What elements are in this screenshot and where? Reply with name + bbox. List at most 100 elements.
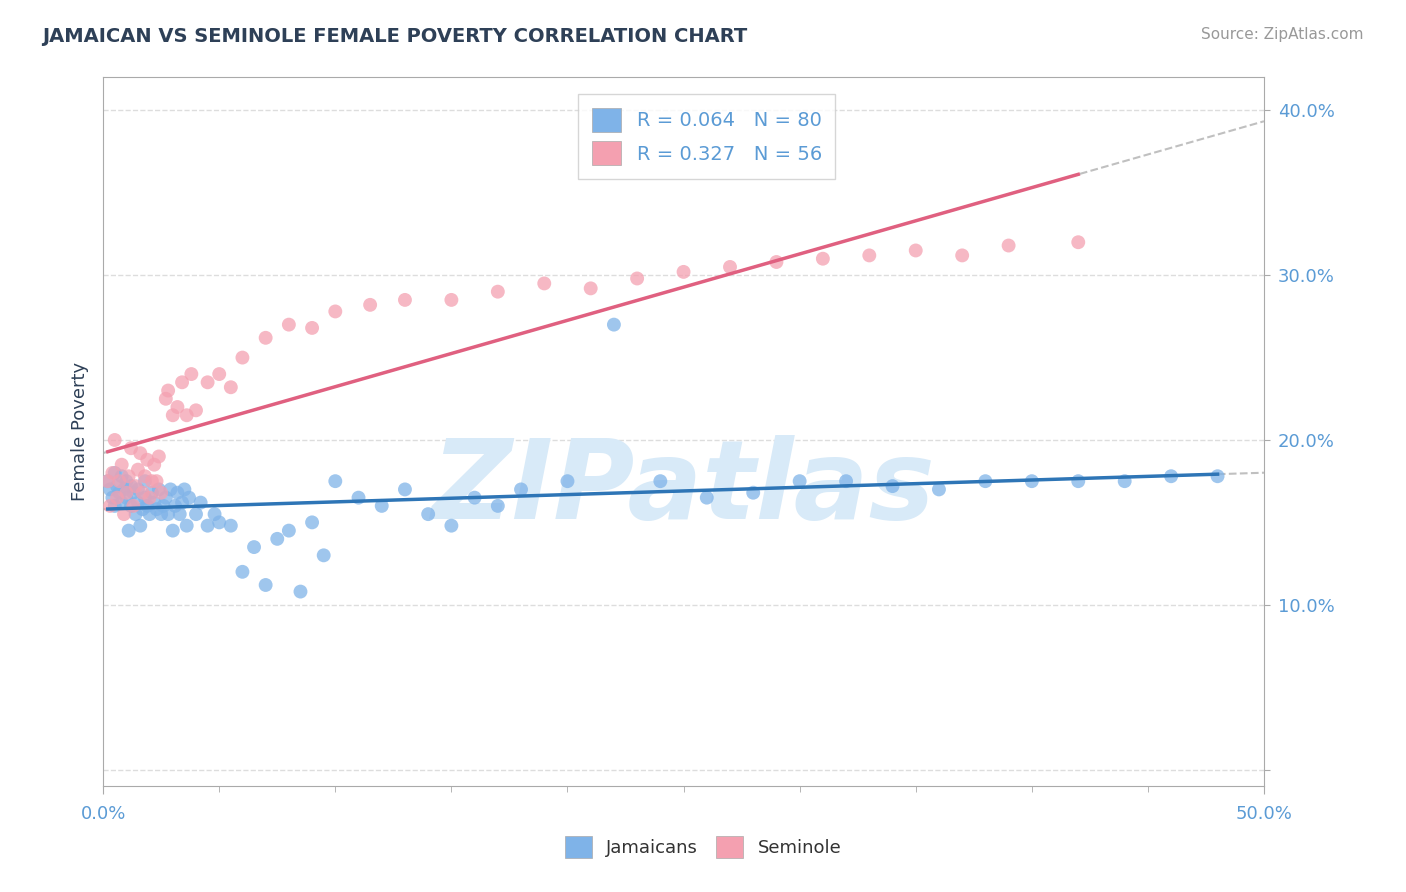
Point xyxy=(486,285,509,299)
Point xyxy=(858,248,880,262)
Point xyxy=(134,491,156,505)
Point xyxy=(1067,474,1090,488)
Point xyxy=(157,507,180,521)
Point xyxy=(150,507,173,521)
Point xyxy=(173,483,195,497)
Point xyxy=(141,474,163,488)
Point xyxy=(718,260,741,274)
Point xyxy=(1021,474,1043,488)
Y-axis label: Female Poverty: Female Poverty xyxy=(72,362,89,501)
Point xyxy=(101,466,124,480)
Point xyxy=(184,507,207,521)
Point xyxy=(166,485,188,500)
Point xyxy=(835,474,858,488)
Point xyxy=(603,318,626,332)
Point xyxy=(129,518,152,533)
Point xyxy=(219,380,242,394)
Point xyxy=(579,281,602,295)
Point xyxy=(138,491,160,505)
Point xyxy=(486,499,509,513)
Point xyxy=(120,441,142,455)
Point xyxy=(138,507,160,521)
Point xyxy=(120,499,142,513)
Point xyxy=(197,518,219,533)
Point xyxy=(145,474,167,488)
Point xyxy=(129,446,152,460)
Point xyxy=(155,392,177,406)
Point xyxy=(169,507,191,521)
Point xyxy=(301,321,323,335)
Point xyxy=(115,491,138,505)
Point xyxy=(176,409,198,423)
Point xyxy=(124,507,146,521)
Point xyxy=(997,238,1019,252)
Point xyxy=(134,469,156,483)
Point xyxy=(122,499,145,513)
Point xyxy=(180,367,202,381)
Point xyxy=(347,491,370,505)
Point xyxy=(974,474,997,488)
Text: ZIPatlas: ZIPatlas xyxy=(432,435,935,542)
Point xyxy=(418,507,440,521)
Point xyxy=(765,255,787,269)
Point xyxy=(323,304,346,318)
Point xyxy=(162,409,184,423)
Point xyxy=(141,485,163,500)
Point xyxy=(696,491,718,505)
Point xyxy=(98,483,121,497)
Point xyxy=(904,244,927,258)
Point xyxy=(148,483,170,497)
Point xyxy=(108,474,131,488)
Point xyxy=(155,491,177,505)
Point xyxy=(1114,474,1136,488)
Point xyxy=(557,474,579,488)
Point xyxy=(104,433,127,447)
Point xyxy=(127,463,149,477)
Point xyxy=(464,491,486,505)
Point xyxy=(131,485,153,500)
Legend: R = 0.064   N = 80, R = 0.327   N = 56: R = 0.064 N = 80, R = 0.327 N = 56 xyxy=(578,95,835,178)
Point xyxy=(742,485,765,500)
Point xyxy=(108,485,131,500)
Point xyxy=(254,578,277,592)
Point xyxy=(1206,469,1229,483)
Point xyxy=(131,502,153,516)
Point xyxy=(127,483,149,497)
Point xyxy=(626,271,648,285)
Point xyxy=(394,483,416,497)
Text: Source: ZipAtlas.com: Source: ZipAtlas.com xyxy=(1201,27,1364,42)
Point xyxy=(105,479,128,493)
Point xyxy=(145,502,167,516)
Point xyxy=(266,532,288,546)
Point xyxy=(197,376,219,390)
Point xyxy=(254,331,277,345)
Point xyxy=(1067,235,1090,250)
Point xyxy=(98,499,121,513)
Point xyxy=(115,485,138,500)
Point xyxy=(510,483,533,497)
Point xyxy=(104,466,127,480)
Point xyxy=(111,458,134,472)
Point xyxy=(204,507,226,521)
Point xyxy=(136,499,159,513)
Point xyxy=(394,293,416,307)
Point xyxy=(277,318,299,332)
Point xyxy=(1160,469,1182,483)
Point xyxy=(440,518,463,533)
Point xyxy=(157,384,180,398)
Point xyxy=(165,499,187,513)
Point xyxy=(811,252,834,266)
Point xyxy=(208,516,231,530)
Point xyxy=(111,469,134,483)
Point xyxy=(231,565,253,579)
Point xyxy=(115,474,138,488)
Point xyxy=(122,485,145,500)
Point xyxy=(112,507,135,521)
Point xyxy=(190,495,212,509)
Point xyxy=(97,474,120,488)
Point xyxy=(166,400,188,414)
Point xyxy=(120,479,142,493)
Point xyxy=(533,277,555,291)
Point xyxy=(118,524,141,538)
Point xyxy=(134,474,156,488)
